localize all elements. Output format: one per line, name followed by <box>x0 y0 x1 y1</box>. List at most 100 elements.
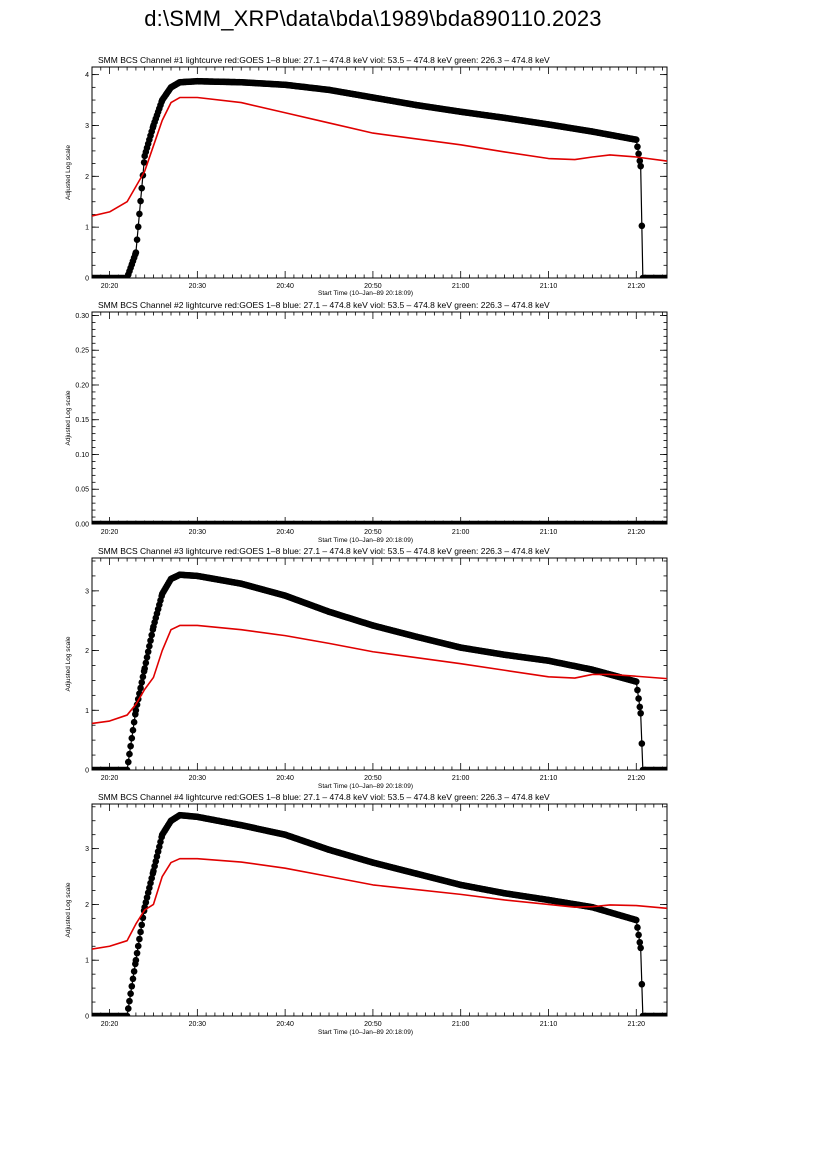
data-point <box>637 162 644 170</box>
x-tick-label: 21:20 <box>628 529 646 536</box>
data-point <box>638 980 646 988</box>
y-tick-label: 0.20 <box>75 382 89 389</box>
panel-3-title: SMM BCS Channel #3 lightcurve red:GOES 1… <box>98 546 550 556</box>
data-point <box>638 740 646 747</box>
panel-4: 20:20 20:30 20:40 20:50 21:00 21:10 21:20 0 1 2 3 A… <box>65 803 668 1028</box>
series-line <box>92 96 667 217</box>
series-1 <box>92 811 667 1016</box>
x-tick-label: 21:10 <box>540 1021 558 1028</box>
plot-frame <box>91 311 668 525</box>
data-point <box>134 942 142 950</box>
x-tick-label: 20:30 <box>189 283 207 290</box>
x-tick-label: 20:30 <box>189 529 207 536</box>
panel-4-title: SMM BCS Channel #4 lightcurve red:GOES 1… <box>98 792 550 802</box>
series-1 <box>92 571 667 770</box>
data-point <box>142 659 150 667</box>
series-1 <box>92 77 667 278</box>
y-tick-label: 1 <box>85 708 89 715</box>
x-tick-label: 21:10 <box>540 775 558 782</box>
y-tick-label: 0 <box>85 276 89 283</box>
data-point <box>663 520 667 524</box>
data-point <box>129 975 137 983</box>
data-point <box>133 236 141 243</box>
x-tick-label: 21:00 <box>452 529 470 536</box>
data-point <box>137 197 144 205</box>
series-line <box>92 814 667 1016</box>
data-point <box>126 750 133 758</box>
data-point <box>128 982 136 990</box>
y-tick-label: 0.10 <box>75 452 89 459</box>
data-point <box>139 673 147 681</box>
y-tick-label: 0.00 <box>75 522 89 529</box>
series-line <box>92 624 667 725</box>
data-point <box>632 136 640 144</box>
y-tick-label: 2 <box>85 648 89 655</box>
data-point <box>130 968 138 975</box>
data-point <box>124 1005 132 1012</box>
data-point <box>127 742 134 750</box>
data-point <box>137 684 144 692</box>
data-point <box>636 939 644 946</box>
series-2 <box>92 624 667 725</box>
series-line <box>92 857 667 950</box>
x-tick-label: 20:50 <box>364 1021 382 1028</box>
y-tick-label: 0.05 <box>75 487 89 494</box>
data-point <box>130 718 138 726</box>
series-line <box>92 80 667 278</box>
x-tick-label: 20:30 <box>189 775 207 782</box>
series-line <box>92 574 667 770</box>
data-point <box>663 766 667 770</box>
data-point <box>141 665 148 672</box>
y-axis-label: Adjusted Log scale <box>65 390 72 445</box>
y-tick-label: 3 <box>85 123 89 130</box>
data-point <box>634 924 641 931</box>
panel-4-xlabel: Start Time (10–Jan–89 20:18:09) <box>318 1029 414 1036</box>
plot-frame <box>91 66 668 279</box>
panel-2-xlabel: Start Time (10–Jan–89 20:18:09) <box>318 537 414 544</box>
data-point <box>132 249 140 256</box>
y-tick-label: 0.30 <box>75 313 89 320</box>
data-point <box>128 734 136 742</box>
data-point <box>637 944 644 952</box>
x-tick-label: 20:50 <box>364 529 382 536</box>
x-tick-label: 20:50 <box>364 775 382 782</box>
data-point <box>144 648 152 656</box>
y-tick-label: 3 <box>85 846 89 853</box>
data-point <box>124 758 132 766</box>
series-2 <box>92 96 667 217</box>
series-1 <box>92 520 667 524</box>
data-point <box>127 990 134 997</box>
data-point <box>143 654 151 661</box>
panel-1-title: SMM BCS Channel #1 lightcurve red:GOES 1… <box>98 55 550 65</box>
data-point <box>637 709 644 717</box>
data-point <box>123 1012 131 1016</box>
x-tick-label: 21:10 <box>540 283 558 290</box>
data-point <box>146 642 153 650</box>
data-point <box>133 701 141 709</box>
y-tick-label: 0 <box>85 1014 89 1021</box>
x-tick-label: 20:40 <box>276 775 294 782</box>
x-tick-label: 20:20 <box>101 529 119 536</box>
y-tick-label: 2 <box>85 174 89 181</box>
data-point <box>634 143 641 151</box>
data-point <box>663 1012 667 1016</box>
y-tick-label: 4 <box>85 72 89 79</box>
data-point <box>148 631 155 639</box>
data-point <box>133 949 141 957</box>
data-point <box>663 274 667 278</box>
x-tick-label: 21:20 <box>628 1021 646 1028</box>
data-point <box>632 678 640 685</box>
data-point <box>123 766 131 770</box>
x-tick-label: 20:20 <box>101 775 119 782</box>
y-tick-label: 0 <box>85 768 89 775</box>
data-point <box>138 679 146 686</box>
page-title: d:\SMM_XRP\data\bda\1989\bda890110.2023 <box>144 6 602 31</box>
x-tick-label: 20:40 <box>276 283 294 290</box>
data-point <box>638 222 646 230</box>
data-point <box>632 916 640 924</box>
x-tick-label: 20:50 <box>364 283 382 290</box>
y-tick-label: 0.25 <box>75 348 89 355</box>
panel-2: 20:20 20:30 20:40 20:50 21:00 21:10 21:20 0.00 0… <box>65 311 668 536</box>
y-tick-label: 3 <box>85 588 89 595</box>
